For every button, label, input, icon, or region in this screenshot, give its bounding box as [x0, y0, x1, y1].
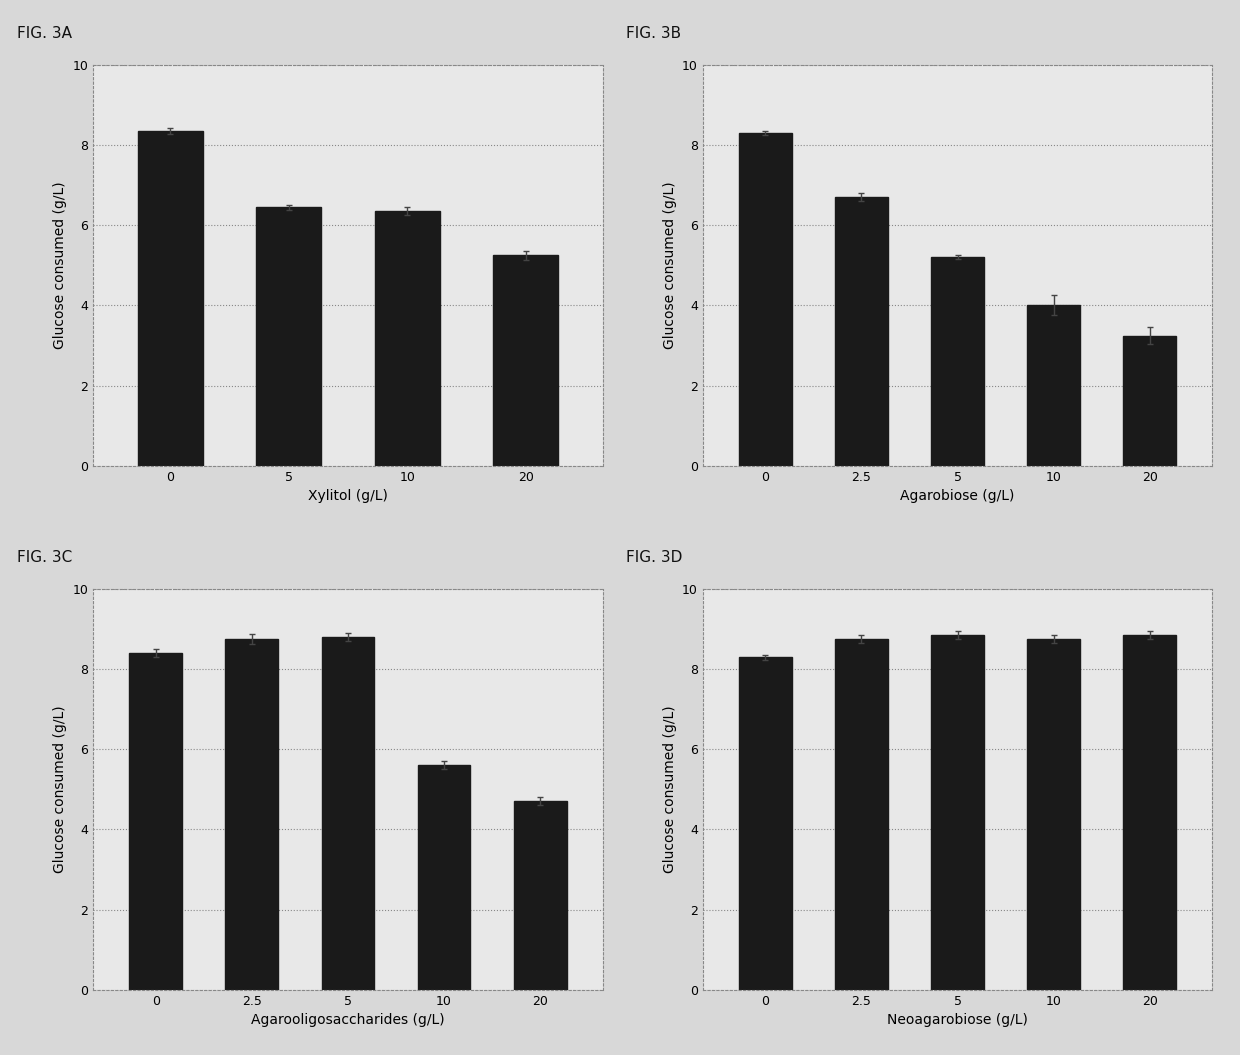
- Y-axis label: Glucose consumed (g/L): Glucose consumed (g/L): [53, 181, 67, 349]
- Bar: [257, 207, 321, 465]
- Bar: [835, 197, 888, 465]
- Text: FIG. 3B: FIG. 3B: [626, 26, 682, 41]
- Bar: [494, 255, 558, 465]
- Y-axis label: Glucose consumed (g/L): Glucose consumed (g/L): [662, 181, 677, 349]
- Bar: [1123, 335, 1177, 465]
- Bar: [835, 639, 888, 990]
- Bar: [931, 635, 985, 990]
- Text: FIG. 3A: FIG. 3A: [17, 26, 72, 41]
- Bar: [321, 637, 374, 990]
- Text: FIG. 3C: FIG. 3C: [17, 550, 72, 564]
- Bar: [226, 639, 278, 990]
- Y-axis label: Glucose consumed (g/L): Glucose consumed (g/L): [53, 706, 67, 874]
- Bar: [129, 653, 182, 990]
- Text: FIG. 3D: FIG. 3D: [626, 550, 683, 564]
- X-axis label: Agarobiose (g/L): Agarobiose (g/L): [900, 490, 1014, 503]
- X-axis label: Neoagarobiose (g/L): Neoagarobiose (g/L): [887, 1013, 1028, 1028]
- X-axis label: Xylitol (g/L): Xylitol (g/L): [308, 490, 388, 503]
- Y-axis label: Glucose consumed (g/L): Glucose consumed (g/L): [662, 706, 677, 874]
- Bar: [1123, 635, 1177, 990]
- Bar: [739, 657, 792, 990]
- Bar: [374, 211, 440, 465]
- Bar: [931, 257, 985, 465]
- Bar: [739, 133, 792, 465]
- Bar: [138, 131, 203, 465]
- Bar: [513, 802, 567, 990]
- X-axis label: Agarooligosaccharides (g/L): Agarooligosaccharides (g/L): [252, 1013, 445, 1028]
- Bar: [418, 765, 470, 990]
- Bar: [1027, 306, 1080, 465]
- Bar: [1027, 639, 1080, 990]
